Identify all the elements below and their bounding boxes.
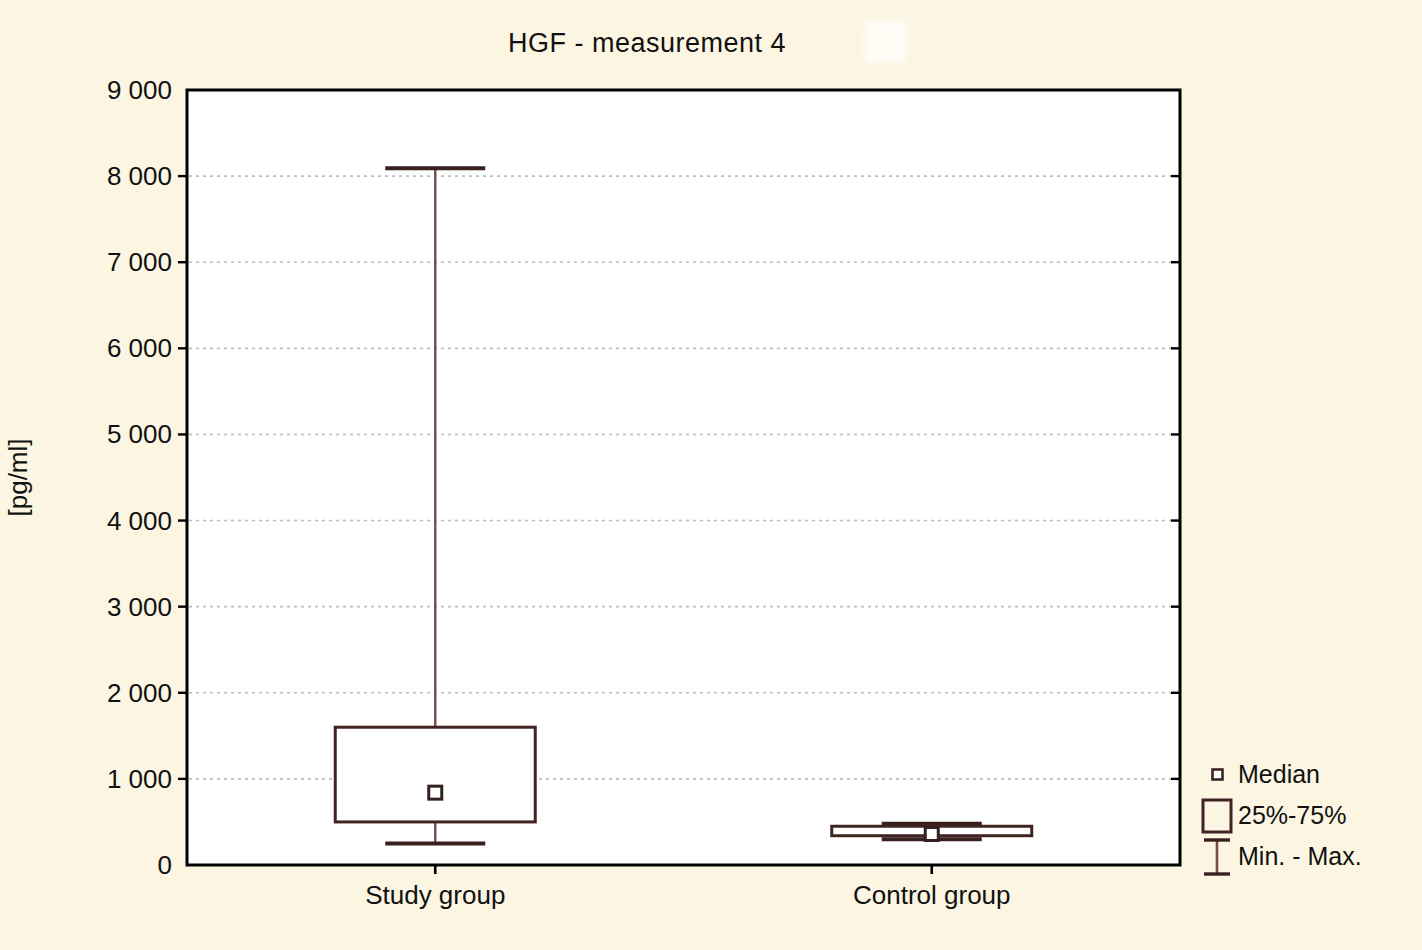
y-tick-label-5000: 5 000 — [0, 419, 172, 449]
x-category-label-study-group: Study group — [275, 880, 595, 911]
median-marker-control-group — [925, 828, 938, 841]
y-tick-label-0: 0 — [0, 850, 172, 880]
y-tick-label-9000: 9 000 — [0, 75, 172, 105]
median-marker-icon — [1196, 767, 1238, 782]
x-category-label-control-group: Control group — [772, 880, 1092, 911]
legend-item-median: Median — [1196, 754, 1420, 795]
legend-item-minmax: Min. - Max. — [1196, 836, 1420, 877]
chart-canvas: HGF - measurement 4 [pg/ml] 01 0002 0003… — [0, 0, 1422, 950]
min-max-whisker-icon — [1196, 836, 1238, 878]
y-tick-label-4000: 4 000 — [0, 506, 172, 536]
legend: Median 25%-75% Min. - Max. — [1196, 754, 1420, 877]
legend-item-iqr: 25%-75% — [1196, 795, 1420, 836]
legend-label-median: Median — [1238, 760, 1320, 789]
y-tick-label-6000: 6 000 — [0, 333, 172, 363]
iqr-box-study-group — [335, 727, 535, 822]
legend-label-minmax: Min. - Max. — [1238, 842, 1362, 871]
y-tick-label-2000: 2 000 — [0, 678, 172, 708]
y-tick-label-1000: 1 000 — [0, 764, 172, 794]
y-tick-label-8000: 8 000 — [0, 161, 172, 191]
legend-label-iqr: 25%-75% — [1238, 801, 1346, 830]
y-tick-label-3000: 3 000 — [0, 592, 172, 622]
iqr-box-icon — [1196, 797, 1238, 835]
y-tick-label-7000: 7 000 — [0, 247, 172, 277]
median-marker-study-group — [429, 786, 442, 799]
